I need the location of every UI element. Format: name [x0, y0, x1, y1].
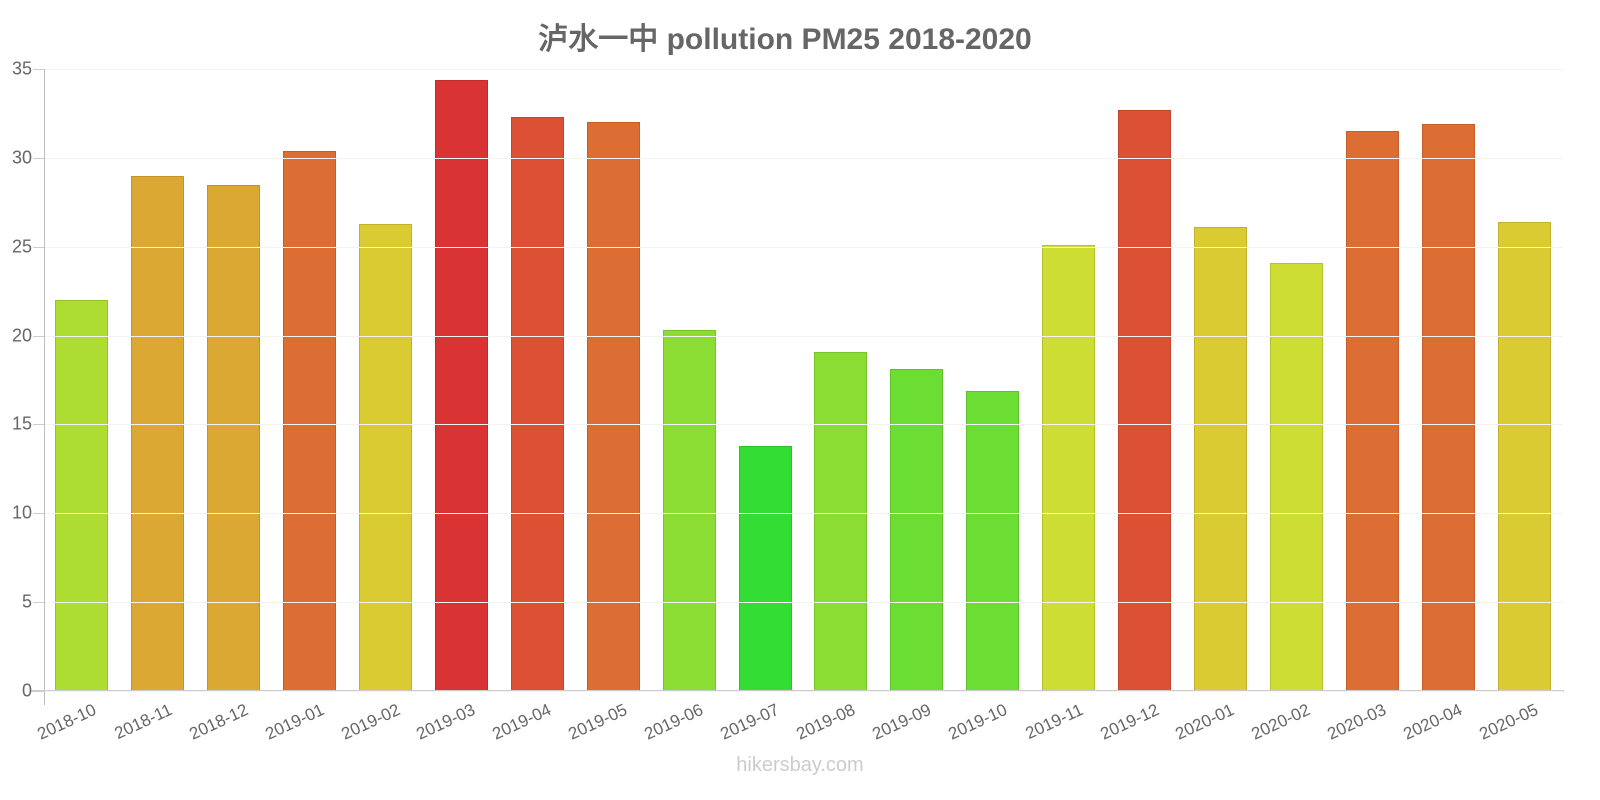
- gridline: [45, 691, 1563, 692]
- y-tick-mark: [33, 69, 44, 70]
- x-tick-label: 2020-02: [1248, 700, 1314, 744]
- x-tick-label: 2020-03: [1324, 700, 1390, 744]
- bar-2019-05[interactable]: [586, 122, 640, 691]
- x-tick-label: 2019-09: [869, 700, 934, 744]
- bar-2019-07[interactable]: [738, 445, 792, 691]
- gridline: [45, 246, 1563, 248]
- x-tick-label: 2019-04: [489, 700, 555, 744]
- bar-2019-10[interactable]: [966, 390, 1020, 691]
- y-tick-label: 20: [11, 325, 32, 346]
- bar-2018-10[interactable]: [55, 300, 109, 691]
- bar-2018-12[interactable]: [207, 184, 261, 691]
- bar-2020-04[interactable]: [1421, 124, 1475, 691]
- x-tick-label: 2018-11: [111, 700, 175, 744]
- y-tick-mark: [33, 335, 44, 337]
- y-tick-label: 0: [21, 680, 32, 701]
- bar-2020-03[interactable]: [1345, 131, 1399, 691]
- x-tick-label: 2019-10: [945, 700, 1010, 744]
- x-tick-label: 2018-10: [34, 700, 99, 744]
- bar-2019-02[interactable]: [359, 223, 413, 691]
- bar-2019-03[interactable]: [434, 79, 488, 691]
- y-tick-label: 25: [11, 236, 32, 257]
- gridline: [45, 602, 1563, 604]
- y-tick-mark: [33, 691, 44, 692]
- bar-2019-08[interactable]: [814, 351, 868, 691]
- x-tick-label: 2018-12: [186, 700, 251, 744]
- bar-2019-06[interactable]: [662, 330, 716, 691]
- y-tick-label: 30: [11, 147, 32, 168]
- gridline: [45, 335, 1563, 337]
- y-tick-label: 35: [11, 58, 32, 79]
- y-tick-label: 10: [11, 502, 32, 523]
- gridline: [45, 69, 1563, 70]
- x-tick-label: 2019-02: [338, 700, 403, 744]
- y-axis: [44, 69, 45, 705]
- gridline: [45, 157, 1563, 159]
- y-tick-mark: [33, 602, 44, 604]
- x-tick-label: 2020-05: [1476, 700, 1542, 744]
- y-tick-mark: [33, 424, 44, 426]
- y-tick-mark: [33, 513, 44, 515]
- x-tick-label: 2019-11: [1022, 700, 1086, 744]
- y-tick-mark: [33, 157, 44, 159]
- bar-2020-01[interactable]: [1193, 227, 1247, 691]
- bar-2019-04[interactable]: [510, 116, 564, 691]
- bar-2019-11[interactable]: [1042, 244, 1096, 691]
- gridline: [45, 424, 1563, 426]
- plot-area: [45, 69, 1563, 691]
- x-tick-label: 2019-06: [641, 700, 707, 744]
- y-tick-label: 15: [11, 413, 32, 434]
- bar-2019-01[interactable]: [283, 150, 337, 691]
- x-tick-label: 2019-07: [717, 700, 783, 744]
- bar-2019-12[interactable]: [1118, 109, 1172, 691]
- watermark: hikersbay.com: [736, 754, 864, 776]
- x-tick-label: 2019-01: [262, 700, 327, 744]
- chart-title: 泸水一中 pollution PM25 2018-2020: [538, 23, 1032, 56]
- bar-2019-09[interactable]: [890, 369, 944, 691]
- y-tick-label: 5: [21, 591, 32, 612]
- x-tick-label: 2019-08: [793, 700, 858, 744]
- x-tick-label: 2020-04: [1400, 700, 1466, 744]
- x-tick-label: 2019-03: [413, 700, 479, 744]
- bar-2020-02[interactable]: [1269, 262, 1323, 691]
- bar-2018-11[interactable]: [131, 175, 185, 691]
- x-tick-label: 2019-05: [565, 700, 631, 744]
- x-tick-label: 2020-01: [1172, 700, 1238, 744]
- gridline: [45, 513, 1563, 515]
- y-tick-mark: [33, 246, 44, 248]
- x-tick-label: 2019-12: [1097, 700, 1162, 744]
- bar-2020-05[interactable]: [1497, 221, 1551, 691]
